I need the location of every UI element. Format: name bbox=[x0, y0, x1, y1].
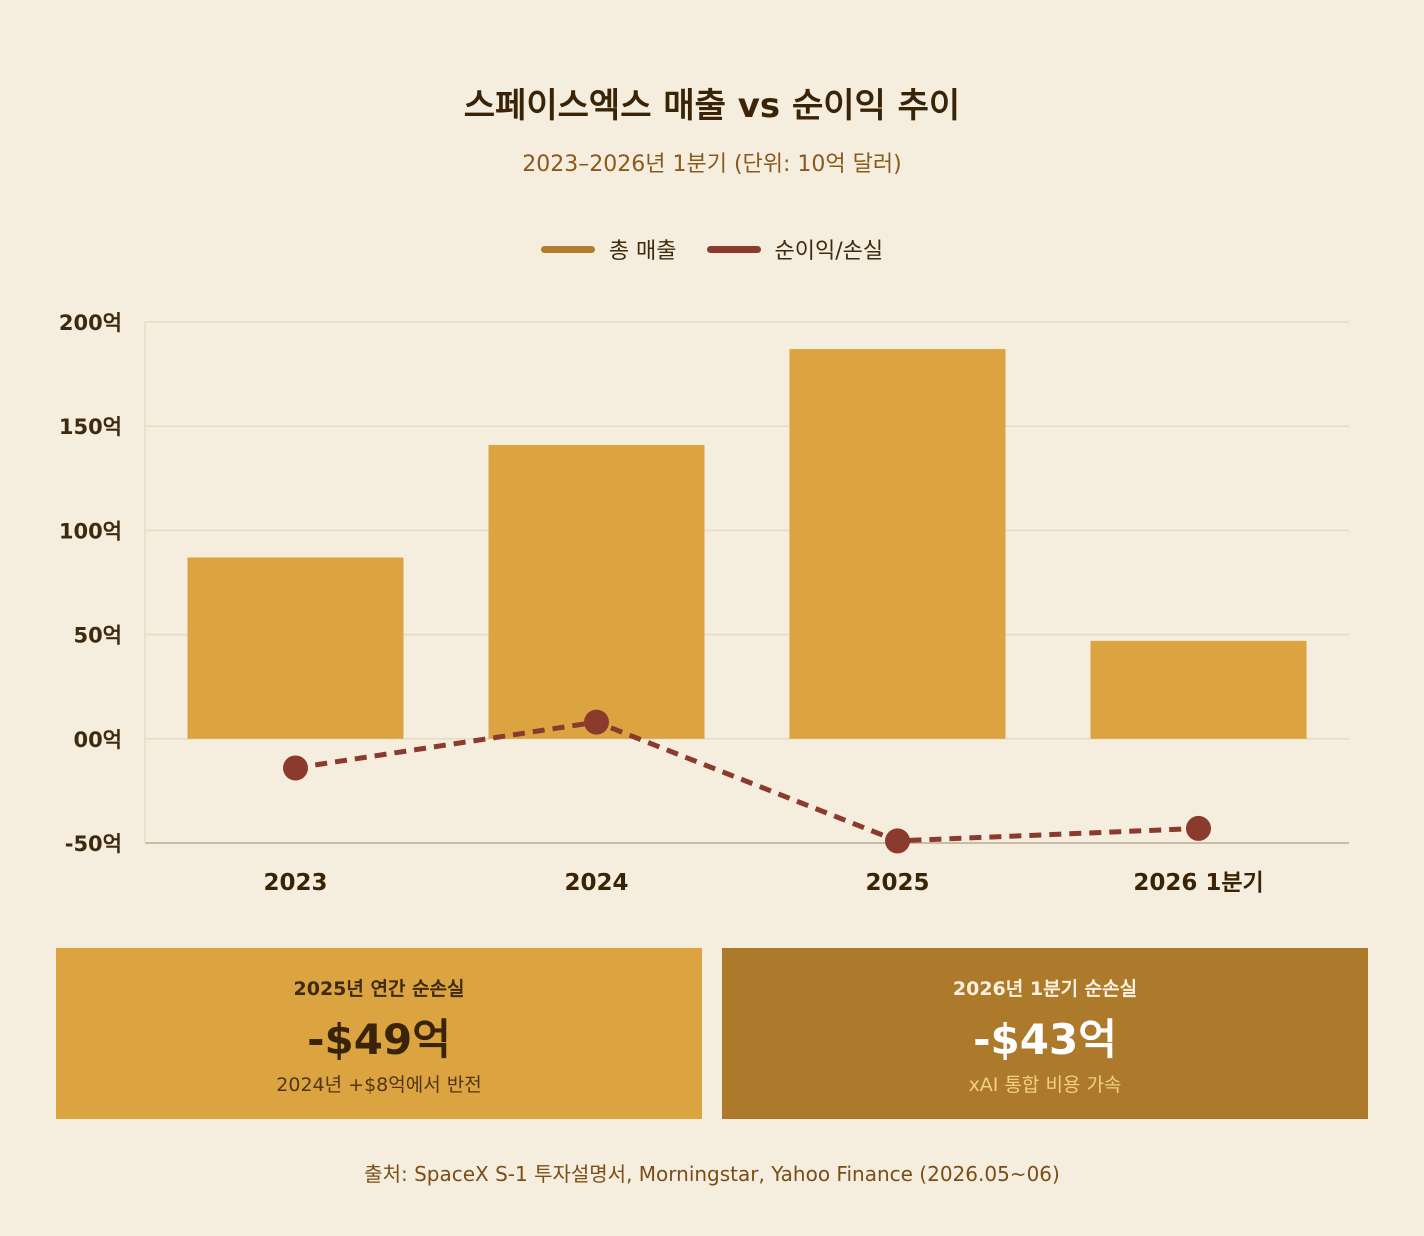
source-note: 출처: SpaceX S-1 투자설명서, Morningstar, Yahoo… bbox=[364, 1162, 1060, 1186]
y-tick-label: 100억 bbox=[59, 519, 122, 543]
y-tick-label: 200억 bbox=[59, 311, 122, 335]
legend: 총 매출 순이익/손실 bbox=[0, 233, 1424, 265]
revenue-bar bbox=[1090, 640, 1307, 739]
card-note: 2024년 +$8억에서 반전 bbox=[276, 1074, 482, 1096]
legend-swatch-net-income bbox=[706, 245, 761, 253]
x-tick-label: 2023 bbox=[263, 870, 327, 896]
revenue-netincome-chart: -50억 00억 50억 100억 150억 200억 2023 2024 2025 2026 1… bbox=[59, 311, 1349, 896]
card-value: -$43억 bbox=[973, 1015, 1117, 1064]
net-income-point bbox=[283, 755, 308, 781]
y-tick-label: -50억 bbox=[65, 832, 122, 856]
net-income-point bbox=[885, 828, 910, 854]
y-tick-label: 150억 bbox=[59, 415, 122, 439]
legend-item-revenue: 총 매출 bbox=[540, 233, 677, 265]
net-income-point bbox=[1186, 815, 1211, 841]
y-tick-label: 00억 bbox=[73, 728, 122, 752]
legend-swatch-revenue bbox=[540, 245, 595, 253]
x-tick-label: 2024 bbox=[564, 870, 628, 896]
card-label: 2026년 1분기 순손실 bbox=[952, 978, 1138, 1000]
revenue-bar bbox=[488, 444, 705, 739]
net-income-point bbox=[584, 709, 609, 735]
legend-label-revenue: 총 매출 bbox=[608, 239, 677, 264]
x-tick-label: 2026 1분기 bbox=[1133, 870, 1263, 896]
legend-label-net-income: 순이익/손실 bbox=[774, 239, 884, 264]
y-tick-label: 50억 bbox=[73, 624, 122, 648]
card-value: -$49억 bbox=[307, 1015, 451, 1064]
card-label: 2025년 연간 순손실 bbox=[293, 978, 465, 1000]
chart-subtitle: 2023–2026년 1분기 (단위: 10억 달러) bbox=[522, 152, 902, 177]
revenue-bar bbox=[789, 349, 1006, 739]
chart-title: 스페이스엑스 매출 vs 순이익 추이 bbox=[463, 86, 961, 126]
card-2025-net-loss: 2025년 연간 순손실 -$49억 2024년 +$8억에서 반전 bbox=[56, 948, 702, 1119]
net-income-line bbox=[295, 719, 1199, 844]
x-tick-label: 2025 bbox=[865, 870, 929, 896]
legend-item-net-income: 순이익/손실 bbox=[706, 233, 884, 265]
revenue-bar bbox=[187, 557, 404, 739]
card-note: xAI 통합 비용 가속 bbox=[968, 1074, 1122, 1096]
card-2026q1-net-loss: 2026년 1분기 순손실 -$43억 xAI 통합 비용 가속 bbox=[722, 948, 1368, 1119]
